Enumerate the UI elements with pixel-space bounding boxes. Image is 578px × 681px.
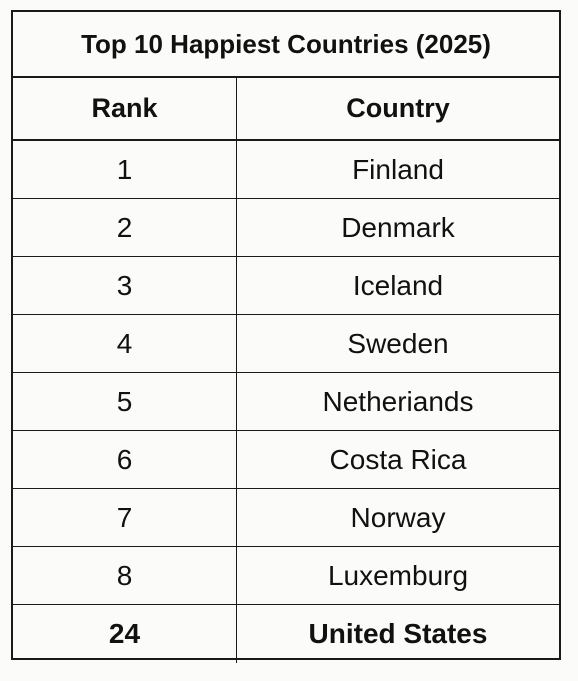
table-title: Top 10 Happiest Countries (2025) <box>13 12 559 78</box>
country-cell: Denmark <box>341 211 455 243</box>
table-row: 4 Sweden <box>13 315 559 373</box>
table-row: 7 Norway <box>13 489 559 547</box>
table-row: 8 Luxemburg <box>13 547 559 605</box>
rank-cell: 7 <box>13 489 237 546</box>
country-cell: Iceland <box>352 269 444 301</box>
table-row: 2 Denmark <box>13 199 559 257</box>
country-cell: Finland <box>352 153 444 185</box>
country-cell: United States <box>308 618 488 649</box>
country-cell: Norway <box>350 501 446 533</box>
rank-cell: 24 <box>13 605 237 663</box>
table-row: 6 Costa Rica <box>13 431 559 489</box>
rank-cell: 4 <box>13 315 237 372</box>
header-country: Country <box>346 93 450 123</box>
country-cell: Costa Rica <box>329 443 467 475</box>
rank-cell: 1 <box>13 141 237 198</box>
header-rank: Rank <box>13 78 237 139</box>
happiest-countries-table: Top 10 Happiest Countries (2025) Rank Co… <box>11 10 561 663</box>
table-header-row: Rank Country <box>13 78 559 141</box>
table-row-highlighted: 24 United States <box>13 605 559 663</box>
table-row: 1 Finland <box>13 141 559 199</box>
rank-cell: 5 <box>13 373 237 430</box>
rank-cell: 3 <box>13 257 237 314</box>
country-cell: Netheriands <box>322 385 474 417</box>
rank-cell: 2 <box>13 199 237 256</box>
country-cell: Luxemburg <box>327 559 469 591</box>
table-row: 3 Iceland <box>13 257 559 315</box>
rank-cell: 6 <box>13 431 237 488</box>
rank-cell: 8 <box>13 547 237 604</box>
table-row: 5 Netheriands <box>13 373 559 431</box>
country-cell: Sweden <box>347 327 449 359</box>
